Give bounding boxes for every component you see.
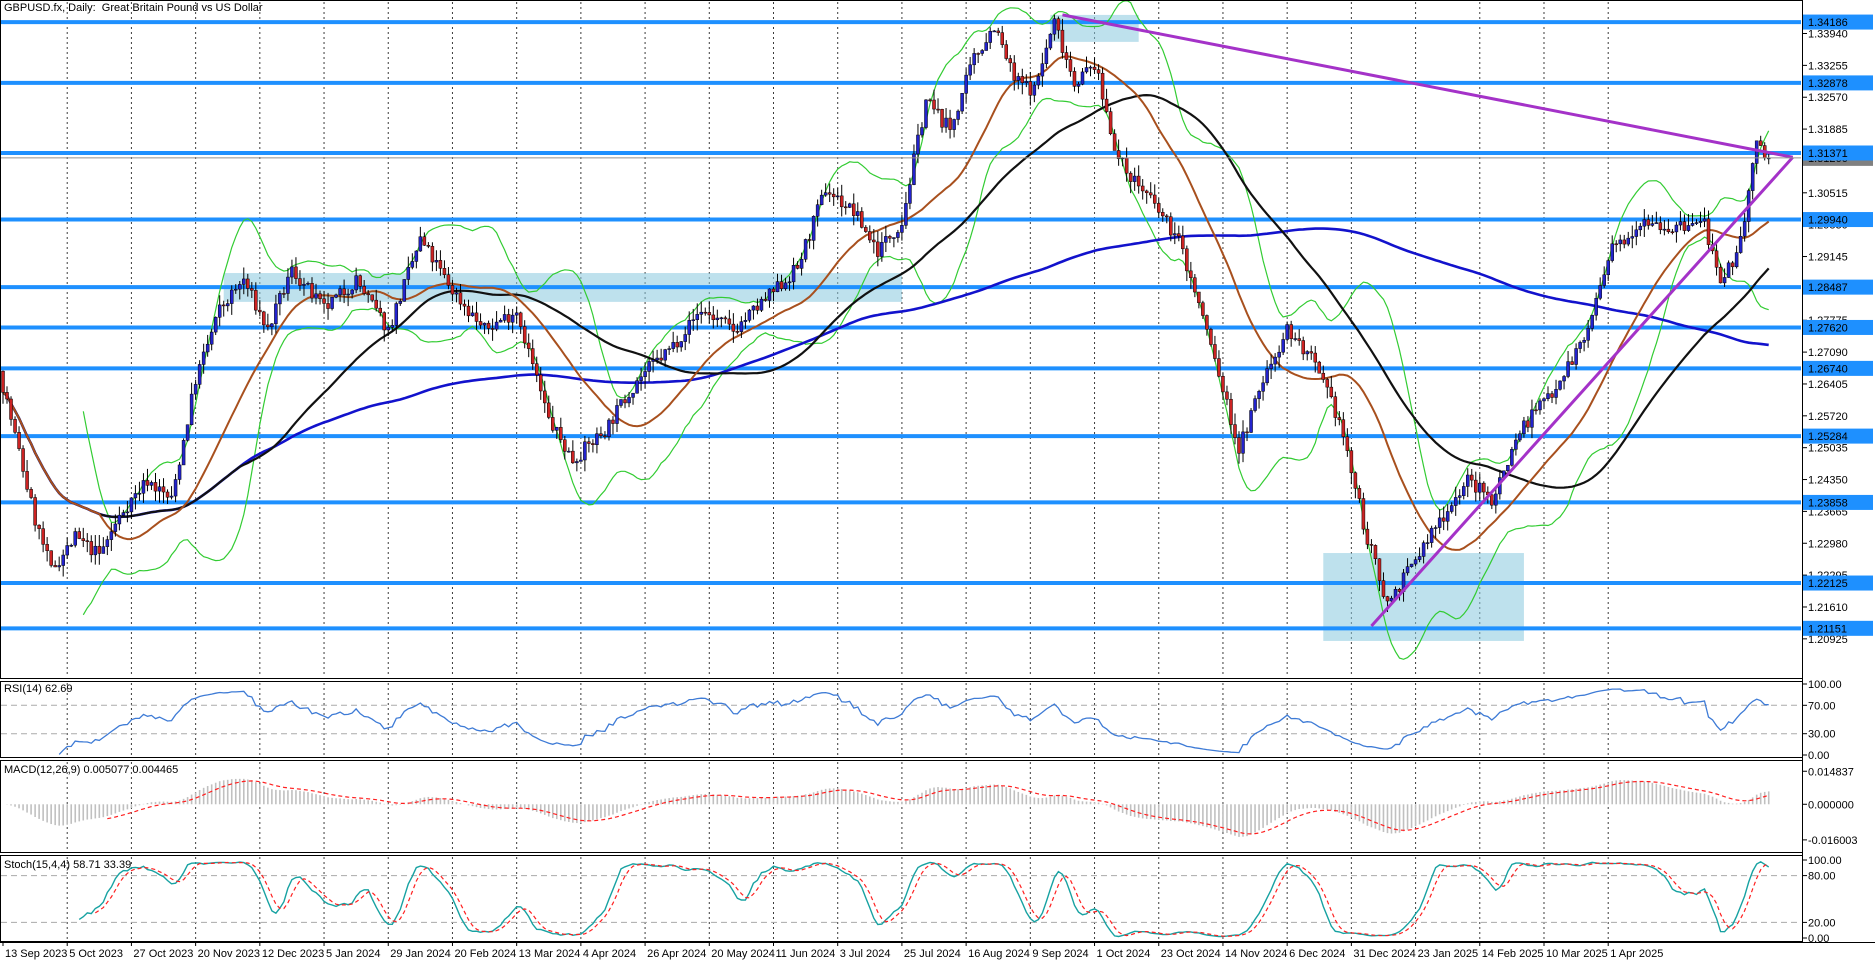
- slow-ma-line: [2, 227, 1769, 519]
- date-tick-label: 5 Jan 2024: [326, 948, 380, 960]
- macd-axis-label: -0.016003: [1808, 835, 1858, 847]
- price-tick-label: 1.26405: [1808, 379, 1848, 391]
- price-tick-label: 1.25720: [1808, 411, 1848, 423]
- stoch-d-line: [94, 861, 1769, 937]
- candles-layer: [1, 14, 1771, 613]
- rsi-layer[interactable]: [1, 688, 1801, 755]
- price-level-badge: [1803, 428, 1873, 444]
- price-tick-label: 1.33940: [1808, 29, 1848, 41]
- price-level-badge: [1803, 319, 1873, 335]
- price-level-badge-label: 1.32878: [1808, 78, 1848, 90]
- date-tick-label: 16 Aug 2024: [968, 948, 1030, 960]
- price-tick-label: 1.22980: [1808, 538, 1848, 550]
- macd-axis-label: 0.014837: [1808, 766, 1854, 778]
- rsi-line: [58, 688, 1769, 755]
- mid-ma-line: [2, 93, 1770, 519]
- date-tick-label: 23 Oct 2024: [1161, 948, 1221, 960]
- price-level-badge-label: 1.25284: [1808, 431, 1848, 443]
- bollinger-lower-band: [82, 97, 1769, 660]
- price-level-badge: [1803, 494, 1873, 510]
- date-tick-label: 23 Jan 2025: [1418, 948, 1479, 960]
- price-tick-label: 1.21610: [1808, 602, 1848, 614]
- date-tick-label: 5 Oct 2023: [69, 948, 123, 960]
- date-tick-label: 20 Nov 2023: [198, 948, 260, 960]
- date-tick-label: 27 Oct 2023: [133, 948, 193, 960]
- price-level-badge-label: 1.26740: [1808, 363, 1848, 375]
- date-tick-label: 14 Feb 2025: [1482, 948, 1544, 960]
- date-tick-label: 20 May 2024: [711, 948, 775, 960]
- date-tick-label: 31 Dec 2024: [1353, 948, 1415, 960]
- date-tick-label: 1 Apr 2025: [1610, 948, 1663, 960]
- stoch-axis-label: 0.00: [1808, 933, 1829, 945]
- stoch-layer[interactable]: [1, 860, 1801, 938]
- price-level-badge: [1803, 145, 1873, 161]
- price-level-badge: [1803, 279, 1873, 295]
- price-tick-label: 1.32570: [1808, 92, 1848, 104]
- price-level-badge-label: 1.22125: [1808, 578, 1848, 590]
- price-level-badge-label: 1.21151: [1808, 623, 1847, 635]
- date-tick-label: 20 Feb 2024: [454, 948, 516, 960]
- date-tick-label: 9 Sep 2024: [1032, 948, 1088, 960]
- price-level-badge: [1803, 75, 1873, 91]
- price-axis[interactable]: 1.339401.332551.325701.318851.305151.298…: [1802, 14, 1873, 945]
- price-level-badge-label: 1.28487: [1808, 282, 1848, 294]
- rsi-axis-label: 0.00: [1808, 750, 1829, 762]
- date-tick-label: 6 Dec 2024: [1289, 948, 1345, 960]
- price-level-badge-label: 1.23858: [1808, 497, 1848, 509]
- date-tick-label: 3 Jul 2024: [840, 948, 891, 960]
- date-tick-label: 12 Dec 2023: [262, 948, 324, 960]
- price-tick-label: 1.25035: [1808, 443, 1848, 455]
- rsi-axis-label: 70.00: [1808, 700, 1836, 712]
- price-level-badge: [1803, 14, 1873, 30]
- date-tick-label: 1 Oct 2024: [1097, 948, 1151, 960]
- price-level-badge: [1803, 360, 1873, 376]
- price-level-badge-label: 1.27620: [1808, 322, 1848, 334]
- price-tick-label: 1.33255: [1808, 60, 1848, 72]
- date-tick-label: 29 Jan 2024: [390, 948, 451, 960]
- price-level-badge: [1803, 575, 1873, 591]
- main-chart-layer[interactable]: [1, 0, 1801, 660]
- date-tick-label: 4 Apr 2024: [583, 948, 636, 960]
- stoch-axis-label: 100.00: [1808, 855, 1842, 867]
- price-level-badge-label: 1.31371: [1808, 148, 1848, 160]
- rsi-axis-label: 100.00: [1808, 679, 1842, 691]
- price-level-badge: [1803, 212, 1873, 228]
- price-tick-label: 1.20925: [1808, 634, 1848, 646]
- trendline[interactable]: [1370, 156, 1794, 628]
- price-level-badge-label: 1.34186: [1808, 17, 1848, 29]
- stoch-axis-label: 80.00: [1808, 871, 1836, 883]
- date-tick-label: 14 Nov 2024: [1225, 948, 1287, 960]
- stoch-axis-label: 20.00: [1808, 917, 1836, 929]
- price-tick-label: 1.29145: [1808, 252, 1848, 264]
- vertical-gridlines: [66, 2, 1609, 940]
- price-tick-label: 1.24350: [1808, 475, 1848, 487]
- date-tick-label: 25 Jul 2024: [904, 948, 961, 960]
- date-tick-label: 13 Sep 2023: [5, 948, 67, 960]
- macd-axis-label: 0.000000: [1808, 799, 1854, 811]
- date-axis[interactable]: 13 Sep 2023 5 Oct 2023 27 Oct 2023 20 Nov 2…: [2, 942, 1663, 960]
- price-level-badge: [1803, 620, 1873, 636]
- stoch-k-line: [78, 860, 1770, 938]
- price-level-badge-label: 1.29940: [1808, 215, 1848, 227]
- date-tick-label: 13 Mar 2024: [519, 948, 581, 960]
- date-tick-label: 26 Apr 2024: [647, 948, 706, 960]
- price-tick-label: 1.30515: [1808, 188, 1848, 200]
- price-tick-label: 1.31885: [1808, 124, 1848, 136]
- rsi-axis-label: 30.00: [1808, 729, 1836, 741]
- price-tick-label: 1.27090: [1808, 347, 1848, 359]
- trendline[interactable]: [1062, 13, 1794, 159]
- date-tick-label: 11 Jun 2024: [775, 948, 835, 960]
- date-tick-label: 10 Mar 2025: [1546, 948, 1608, 960]
- macd-layer[interactable]: [3, 778, 1770, 837]
